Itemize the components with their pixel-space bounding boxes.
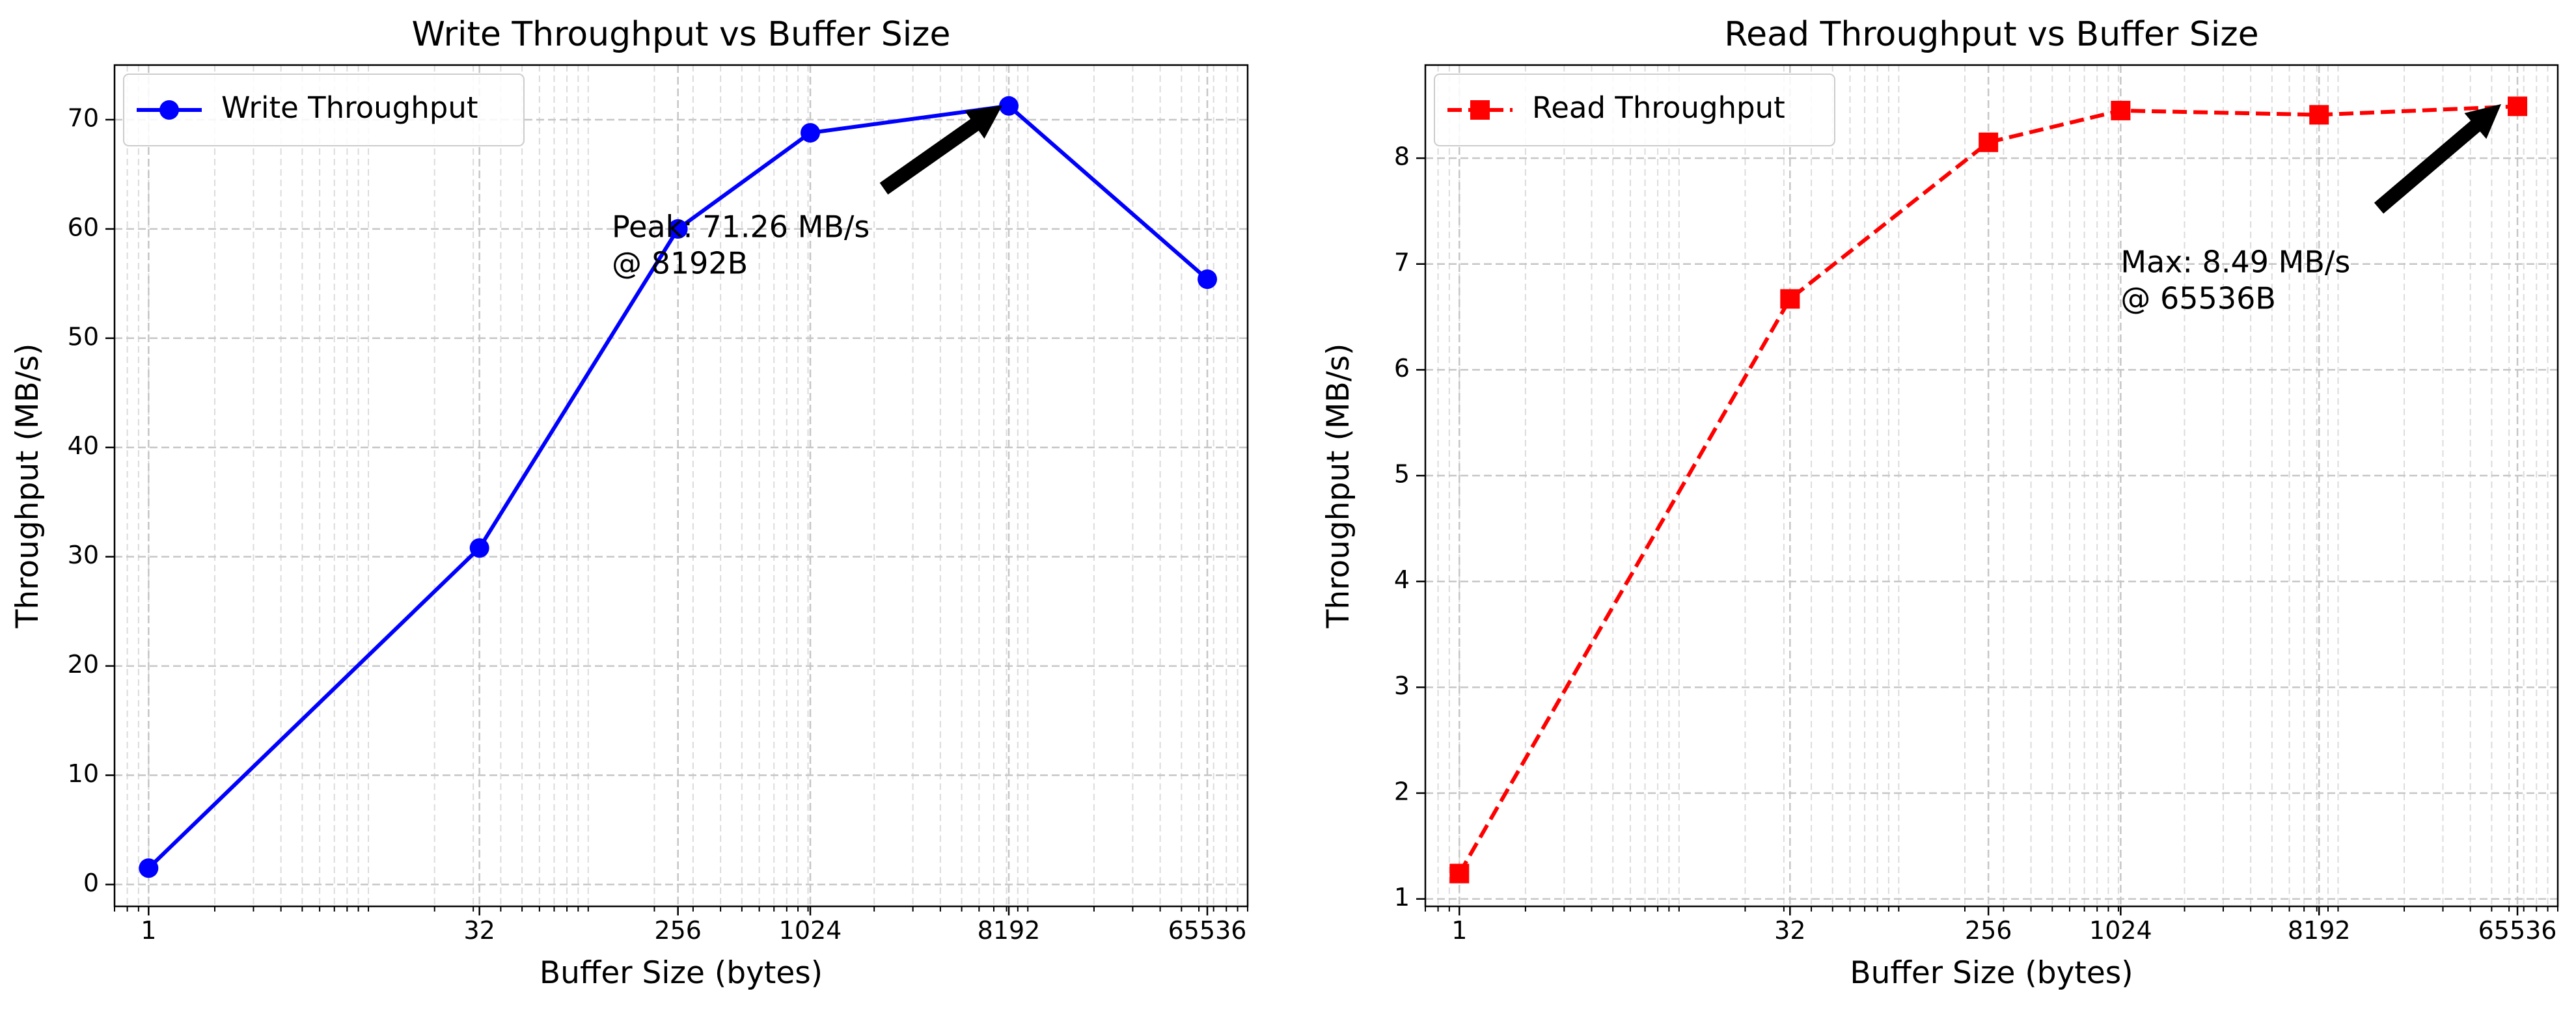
legend-box	[1434, 74, 1835, 146]
legend-swatch-marker	[159, 100, 179, 120]
data-point-marker	[2508, 96, 2528, 116]
x-axis-label: Buffer Size (bytes)	[540, 955, 823, 991]
x-tick-label: 65536	[2478, 916, 2557, 945]
y-tick-label: 10	[68, 759, 99, 788]
axes-frame	[113, 64, 1249, 908]
y-tick-label: 2	[1394, 777, 1410, 805]
axes-frame	[1424, 64, 2559, 908]
y-tick-label: 30	[68, 541, 99, 569]
chart-panel-left: Peak: 71.26 MB/s@ 8192B 1 32 256 1024 8192 655…	[10, 15, 1249, 991]
y-tick-label: 6	[1394, 354, 1410, 383]
series-line-left	[147, 103, 1209, 870]
y-tick-label: 8	[1394, 142, 1410, 171]
annotation-text: Peak: 71.26 MB/s	[612, 209, 870, 244]
y-tick-label: 5	[1394, 460, 1410, 489]
chart-title: Read Throughput vs Buffer Size	[1724, 15, 2258, 54]
x-tick-label: 256	[654, 916, 702, 945]
legend: Write Throughput	[123, 74, 525, 146]
legend-label: Read Throughput	[1532, 90, 1785, 125]
x-tick-label: 8192	[2288, 916, 2351, 945]
data-point-marker	[2111, 100, 2131, 120]
data-point-marker	[139, 858, 159, 878]
data-point-marker	[1449, 863, 1470, 884]
legend: Read Throughput	[1434, 74, 1835, 146]
y-tick-label: 3	[1394, 671, 1410, 700]
x-tick-label: 1	[1451, 916, 1467, 945]
x-tick-label: 1024	[779, 916, 842, 945]
y-tick-label: 4	[1394, 565, 1410, 594]
data-point-marker	[999, 96, 1019, 116]
y-tick-label: 40	[68, 431, 99, 460]
annotation-text: @ 65536B	[2120, 280, 2276, 316]
x-axis-label: Buffer Size (bytes)	[1850, 955, 2133, 991]
data-point-marker	[668, 219, 688, 239]
data-point-marker	[2309, 105, 2329, 125]
series-line-right	[1457, 104, 2518, 875]
x-tick-label: 65536	[1168, 916, 1247, 945]
legend-swatch-marker	[1470, 100, 1490, 120]
data-point-marker	[1198, 269, 1218, 290]
data-point-marker	[469, 538, 489, 558]
y-tick-label: 70	[68, 103, 99, 132]
y-tick-label: 1	[1394, 883, 1410, 912]
x-tick-label: 32	[463, 916, 495, 945]
data-point-marker	[801, 123, 821, 143]
y-axis-label: Throughput (MB/s)	[1321, 344, 1356, 629]
x-tick-label: 1024	[2089, 916, 2152, 945]
annotation-text: @ 8192B	[612, 245, 748, 280]
x-tick-label: 256	[1965, 916, 2012, 945]
y-tick-label: 0	[83, 869, 99, 897]
y-tick-label: 60	[68, 213, 99, 241]
y-tick-label: 50	[68, 322, 99, 351]
x-tick-label: 32	[1774, 916, 1805, 945]
legend-label: Write Throughput	[221, 90, 478, 125]
x-tick-label: 8192	[978, 916, 1041, 945]
annotation-arrow	[879, 105, 1002, 195]
x-tick-label: 1	[141, 916, 156, 945]
data-point-marker	[1780, 289, 1800, 309]
legend-box	[123, 74, 525, 146]
y-tick-label: 20	[68, 650, 99, 679]
y-tick-label: 7	[1394, 248, 1410, 277]
data-point-marker	[1979, 132, 1999, 152]
y-axis-label: Throughput (MB/s)	[10, 344, 46, 629]
chart-title: Write Throughput vs Buffer Size	[412, 15, 951, 54]
annotation-arrow	[2374, 104, 2501, 214]
annotation-text: Max: 8.49 MB/s	[2120, 244, 2350, 279]
